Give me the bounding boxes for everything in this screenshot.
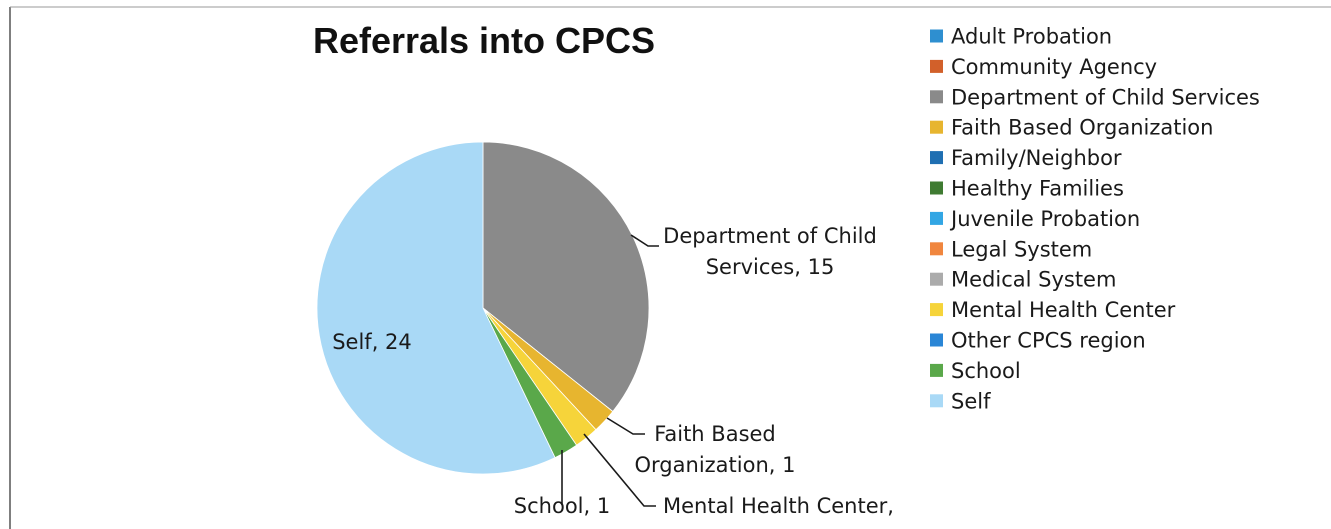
legend-item-department-of-child-services: Department of Child Services [930,85,1260,109]
legend-swatch-family-neighbor [930,151,943,165]
legend-swatch-faith-based-organization [930,120,943,134]
legend-label-adult-probation: Adult Probation [951,25,1112,49]
data-label-department-of-child-services-leader [630,234,659,247]
legend-swatch-department-of-child-services [930,90,943,104]
legend-label-department-of-child-services: Department of Child Services [951,85,1260,109]
data-label-department-of-child-services: Department of Child Services, 15 [663,224,877,279]
legend-label-legal-system: Legal System [951,237,1092,261]
legend-swatch-self [930,394,943,408]
data-label-school: School, 1 [514,494,610,518]
legend-label-faith-based-organization: Faith Based Organization [951,116,1213,140]
data-label-mental-health-center-leader [583,433,656,507]
legend-swatch-other-cpcs-region [930,333,943,347]
legend-item-adult-probation: Adult Probation [930,25,1112,49]
legend-item-school: School [930,359,1021,383]
legend-label-family-neighbor: Family/Neighbor [951,146,1122,170]
legend-label-healthy-families: Healthy Families [951,177,1124,201]
data-label-self: Self, 24 [332,330,412,354]
legend-swatch-healthy-families [930,181,943,195]
legend-label-other-cpcs-region: Other CPCS region [951,329,1146,353]
legend-item-mental-health-center: Mental Health Center [930,298,1176,322]
legend-label-mental-health-center: Mental Health Center [951,298,1176,322]
legend-label-community-agency: Community Agency [951,55,1157,79]
chart-title: Referrals into CPCS [313,20,655,61]
legend-label-self: Self [951,389,991,413]
legend-item-other-cpcs-region: Other CPCS region [930,329,1146,353]
legend-item-healthy-families: Healthy Families [930,177,1124,201]
legend-item-medical-system: Medical System [930,268,1116,292]
legend-label-school: School [951,359,1021,383]
legend-item-self: Self [930,389,991,413]
legend-item-juvenile-probation: Juvenile Probation [930,207,1140,231]
pie-slices [316,141,650,475]
legend-swatch-medical-system [930,272,943,286]
legend-item-community-agency: Community Agency [930,55,1157,79]
legend-swatch-legal-system [930,242,943,256]
pie-slice-self [316,141,556,475]
legend-label-juvenile-probation: Juvenile Probation [949,207,1140,231]
legend-item-legal-system: Legal System [930,237,1092,261]
legend: Adult Probation Community Agency Departmen… [930,25,1260,413]
legend-swatch-school [930,363,943,377]
legend-swatch-juvenile-probation [930,211,943,225]
legend-label-medical-system: Medical System [951,268,1116,292]
data-label-faith-based-organization-leader [606,417,645,435]
data-label-mental-health-center: Mental Health Center, [663,494,894,518]
data-label-faith-based-organization: Faith Based Organization, 1 [635,422,796,477]
data-labels: Department of Child Services, 15 Faith Bas… [332,224,894,518]
legend-swatch-mental-health-center [930,303,943,317]
legend-item-family-neighbor: Family/Neighbor [930,146,1122,170]
legend-item-faith-based-organization: Faith Based Organization [930,116,1213,140]
legend-swatch-community-agency [930,59,943,73]
legend-swatch-adult-probation [930,29,943,43]
